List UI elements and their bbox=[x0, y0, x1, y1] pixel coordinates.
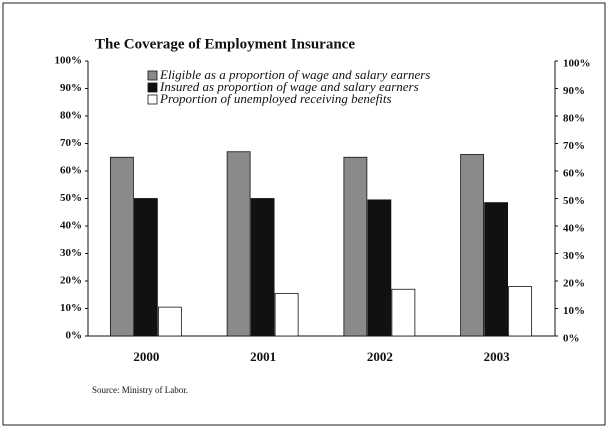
bar bbox=[250, 198, 275, 337]
x-tick-label: 2003 bbox=[484, 349, 511, 364]
bar bbox=[157, 306, 182, 337]
legend-swatch bbox=[147, 70, 158, 81]
legend-swatch bbox=[147, 82, 158, 93]
bar bbox=[274, 292, 299, 337]
y2-tick-label: 60% bbox=[563, 168, 585, 180]
y-tick-label: 0% bbox=[66, 330, 83, 342]
source-note: Source: Ministry of Labor. bbox=[92, 385, 188, 395]
y2-tick-label: 100% bbox=[563, 58, 591, 70]
y2-tick-label: 10% bbox=[563, 305, 585, 317]
bar bbox=[391, 288, 416, 337]
y-tick-label: 10% bbox=[60, 302, 82, 314]
bar bbox=[460, 154, 485, 337]
x-tick-label: 2002 bbox=[367, 349, 393, 364]
y2-tick-label: 90% bbox=[563, 85, 585, 97]
y-tick-label: 40% bbox=[60, 220, 82, 232]
bar bbox=[367, 199, 392, 337]
legend-label: Eligible as a proportion of wage and sal… bbox=[159, 67, 430, 82]
bar bbox=[109, 156, 134, 337]
y2-tick-label: 30% bbox=[563, 250, 585, 262]
y-tick-label: 90% bbox=[60, 82, 82, 94]
x-tick-label: 2001 bbox=[250, 349, 276, 364]
legend-swatch bbox=[147, 94, 158, 105]
bar bbox=[508, 286, 533, 337]
y-tick-label: 50% bbox=[60, 192, 82, 204]
y2-tick-label: 0% bbox=[563, 333, 580, 345]
legend-label: Insured as proportion of wage and salary… bbox=[159, 79, 419, 94]
chart-title: The Coverage of Employment Insurance bbox=[95, 36, 355, 52]
legend-label: Proportion of unemployed receiving benef… bbox=[159, 91, 392, 106]
x-tick-label: 2000 bbox=[133, 349, 159, 364]
y-tick-label: 60% bbox=[60, 165, 82, 177]
y-tick-label: 30% bbox=[60, 247, 82, 259]
y2-tick-label: 50% bbox=[563, 195, 585, 207]
frame bbox=[2, 2, 606, 426]
y2-tick-label: 80% bbox=[563, 113, 585, 125]
bar bbox=[226, 151, 251, 337]
bar bbox=[484, 202, 509, 337]
y2-tick-label: 40% bbox=[563, 223, 585, 235]
bar bbox=[133, 198, 158, 337]
y-tick-label: 80% bbox=[60, 110, 82, 122]
y-tick-label: 20% bbox=[60, 275, 82, 287]
y-tick-label: 70% bbox=[60, 137, 82, 149]
bar bbox=[343, 156, 368, 337]
y-tick-label: 100% bbox=[55, 55, 83, 67]
y2-tick-label: 70% bbox=[563, 140, 585, 152]
y2-tick-label: 20% bbox=[563, 278, 585, 290]
